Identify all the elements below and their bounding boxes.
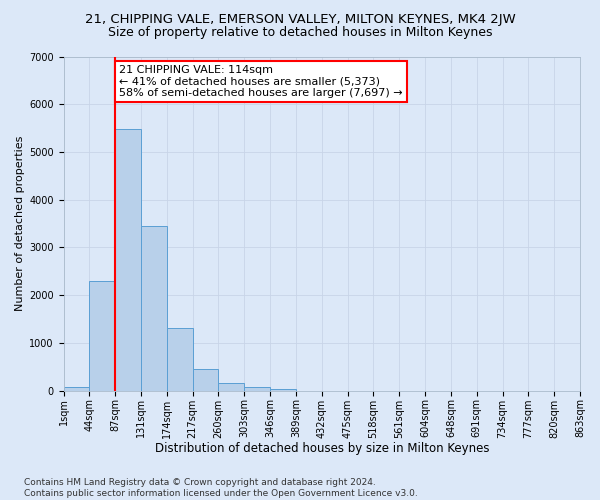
Bar [218,384,244,390]
Y-axis label: Number of detached properties: Number of detached properties [15,136,25,312]
Bar [244,387,270,390]
Text: Size of property relative to detached houses in Milton Keynes: Size of property relative to detached ho… [108,26,492,39]
Bar [89,281,115,390]
X-axis label: Distribution of detached houses by size in Milton Keynes: Distribution of detached houses by size … [155,442,489,455]
Bar [167,328,193,390]
Text: 21, CHIPPING VALE, EMERSON VALLEY, MILTON KEYNES, MK4 2JW: 21, CHIPPING VALE, EMERSON VALLEY, MILTO… [85,12,515,26]
Text: Contains HM Land Registry data © Crown copyright and database right 2024.
Contai: Contains HM Land Registry data © Crown c… [24,478,418,498]
Text: 21 CHIPPING VALE: 114sqm
← 41% of detached houses are smaller (5,373)
58% of sem: 21 CHIPPING VALE: 114sqm ← 41% of detach… [119,65,403,98]
Bar [141,226,167,390]
Bar [193,368,218,390]
Bar [115,129,141,390]
Bar [270,389,296,390]
Bar [64,387,89,390]
